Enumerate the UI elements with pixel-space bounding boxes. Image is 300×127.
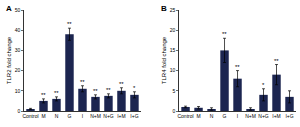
svg-text:**: **: [119, 81, 124, 87]
svg-text:0: 0: [17, 108, 20, 114]
svg-text:40: 40: [15, 27, 21, 33]
svg-text:N+M: N+M: [245, 113, 256, 119]
svg-text:10: 10: [170, 67, 176, 73]
svg-text:30: 30: [15, 47, 21, 53]
svg-text:**: **: [67, 21, 72, 27]
svg-text:B: B: [161, 4, 167, 13]
svg-text:*: *: [133, 85, 136, 91]
svg-text:N+G: N+G: [103, 113, 114, 119]
svg-text:G: G: [68, 113, 72, 119]
svg-text:Control: Control: [22, 113, 38, 119]
svg-text:25: 25: [170, 7, 176, 13]
svg-text:**: **: [235, 64, 240, 70]
svg-text:**: **: [54, 90, 59, 96]
svg-text:**: **: [80, 79, 85, 85]
svg-text:N: N: [55, 113, 59, 119]
svg-text:**: **: [93, 88, 98, 94]
svg-text:20: 20: [170, 27, 176, 33]
svg-text:15: 15: [170, 47, 176, 53]
svg-text:I: I: [82, 113, 83, 119]
svg-text:0: 0: [172, 108, 175, 114]
svg-text:TLR2 fold change: TLR2 fold change: [6, 36, 12, 84]
svg-text:I+M: I+M: [117, 113, 125, 119]
svg-text:**: **: [106, 87, 111, 93]
svg-text:**: **: [41, 92, 46, 98]
svg-text:M: M: [196, 113, 200, 119]
svg-text:10: 10: [15, 88, 21, 94]
svg-text:G: G: [223, 113, 227, 119]
svg-text:I: I: [237, 113, 238, 119]
svg-text:TLR4 fold change: TLR4 fold change: [161, 36, 167, 84]
svg-text:50: 50: [15, 7, 21, 13]
svg-text:20: 20: [15, 67, 21, 73]
svg-text:I+G: I+G: [130, 113, 138, 119]
svg-text:5: 5: [172, 88, 175, 94]
svg-text:N+M: N+M: [90, 113, 101, 119]
svg-text:N+G: N+G: [258, 113, 269, 119]
svg-text:Control: Control: [177, 113, 193, 119]
svg-text:*: *: [262, 82, 265, 88]
svg-text:M: M: [41, 113, 45, 119]
svg-text:A: A: [6, 4, 12, 13]
svg-text:**: **: [222, 31, 227, 37]
svg-text:I+G: I+G: [285, 113, 293, 119]
svg-text:N: N: [210, 113, 214, 119]
svg-text:**: **: [274, 58, 279, 64]
svg-text:I+M: I+M: [272, 113, 280, 119]
